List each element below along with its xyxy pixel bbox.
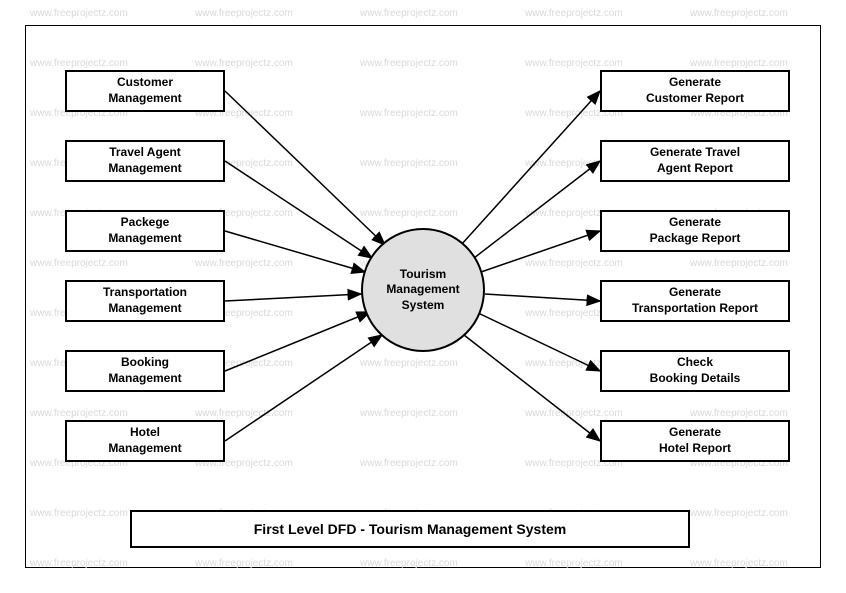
watermark-text: www.freeprojectz.com	[30, 8, 128, 19]
right-entity-3: GenerateTransportation Report	[600, 280, 790, 322]
right-entity-2: GeneratePackage Report	[600, 210, 790, 252]
watermark-text: www.freeprojectz.com	[360, 8, 458, 19]
watermark-text: www.freeprojectz.com	[195, 8, 293, 19]
right-entity-1: Generate TravelAgent Report	[600, 140, 790, 182]
left-entity-4: BookingManagement	[65, 350, 225, 392]
right-entity-5: GenerateHotel Report	[600, 420, 790, 462]
watermark-text: www.freeprojectz.com	[690, 8, 788, 19]
left-entity-2: PackegeManagement	[65, 210, 225, 252]
left-entity-1: Travel AgentManagement	[65, 140, 225, 182]
diagram-title-box: First Level DFD - Tourism Management Sys…	[130, 510, 690, 548]
left-entity-0: CustomerManagement	[65, 70, 225, 112]
watermark-text: www.freeprojectz.com	[525, 8, 623, 19]
center-label: TourismManagementSystem	[386, 267, 459, 314]
diagram-title: First Level DFD - Tourism Management Sys…	[254, 521, 566, 537]
right-entity-0: GenerateCustomer Report	[600, 70, 790, 112]
right-entity-4: CheckBooking Details	[600, 350, 790, 392]
left-entity-5: HotelManagement	[65, 420, 225, 462]
left-entity-3: TransportationManagement	[65, 280, 225, 322]
center-process: TourismManagementSystem	[361, 228, 485, 352]
